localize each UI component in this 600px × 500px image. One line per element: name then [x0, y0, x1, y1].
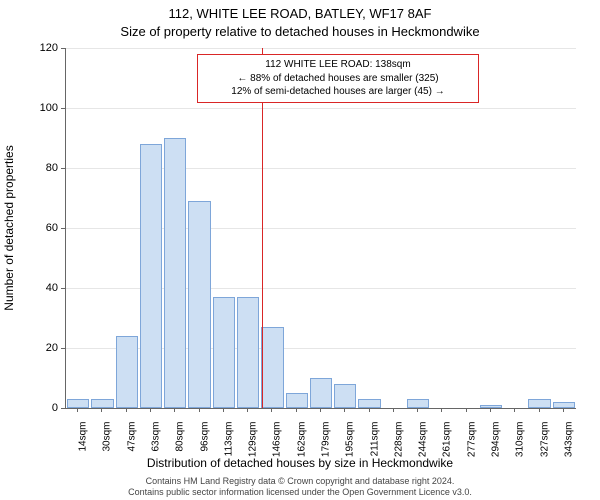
x-tick-mark: [490, 408, 491, 412]
x-tick-mark: [247, 408, 248, 412]
y-tick-mark: [61, 168, 65, 169]
x-tick-mark: [563, 408, 564, 412]
footer-line-1: Contains HM Land Registry data © Crown c…: [0, 476, 600, 487]
x-tick-mark: [393, 408, 394, 412]
y-tick-mark: [61, 108, 65, 109]
x-tick-mark: [441, 408, 442, 412]
histogram-bar: [213, 297, 235, 408]
x-tick-mark: [369, 408, 370, 412]
histogram-bar: [116, 336, 138, 408]
histogram-bar: [310, 378, 332, 408]
x-tick-mark: [539, 408, 540, 412]
x-tick-mark: [174, 408, 175, 412]
property-size-histogram: 112, WHITE LEE ROAD, BATLEY, WF17 8AF Si…: [0, 0, 600, 500]
y-tick-label: 40: [18, 282, 58, 294]
chart-title-address: 112, WHITE LEE ROAD, BATLEY, WF17 8AF: [0, 6, 600, 21]
histogram-bar: [164, 138, 186, 408]
annotation-line: 112 WHITE LEE ROAD: 138sqm: [204, 58, 472, 72]
x-tick-mark: [466, 408, 467, 412]
gridline: [66, 48, 576, 49]
annotation-line: 12% of semi-detached houses are larger (…: [204, 85, 472, 99]
histogram-bar: [334, 384, 356, 408]
x-tick-mark: [101, 408, 102, 412]
y-tick-label: 0: [18, 402, 58, 414]
x-tick-mark: [77, 408, 78, 412]
y-tick-label: 60: [18, 222, 58, 234]
y-tick-label: 100: [18, 102, 58, 114]
histogram-bar: [528, 399, 550, 408]
y-axis-label: Number of detached properties: [2, 145, 16, 310]
histogram-bar: [91, 399, 113, 408]
footer-line-2: Contains public sector information licen…: [0, 487, 600, 498]
y-tick-mark: [61, 48, 65, 49]
histogram-bar: [67, 399, 89, 408]
x-tick-mark: [223, 408, 224, 412]
histogram-bar: [140, 144, 162, 408]
plot-area: 112 WHITE LEE ROAD: 138sqm← 88% of detac…: [65, 48, 576, 409]
y-tick-label: 20: [18, 342, 58, 354]
annotation-box: 112 WHITE LEE ROAD: 138sqm← 88% of detac…: [197, 54, 479, 103]
y-tick-label: 120: [18, 42, 58, 54]
x-tick-mark: [271, 408, 272, 412]
y-tick-mark: [61, 228, 65, 229]
y-tick-mark: [61, 288, 65, 289]
x-tick-mark: [296, 408, 297, 412]
x-tick-mark: [344, 408, 345, 412]
histogram-bar: [188, 201, 210, 408]
chart-subtitle: Size of property relative to detached ho…: [0, 24, 600, 39]
histogram-bar: [407, 399, 429, 408]
histogram-bar: [358, 399, 380, 408]
x-tick-mark: [320, 408, 321, 412]
x-tick-mark: [126, 408, 127, 412]
y-tick-mark: [61, 348, 65, 349]
x-axis-label: Distribution of detached houses by size …: [0, 456, 600, 470]
gridline: [66, 108, 576, 109]
x-tick-mark: [514, 408, 515, 412]
footer-attribution: Contains HM Land Registry data © Crown c…: [0, 476, 600, 498]
y-tick-label: 80: [18, 162, 58, 174]
x-tick-mark: [417, 408, 418, 412]
y-tick-mark: [61, 408, 65, 409]
histogram-bar: [237, 297, 259, 408]
x-tick-mark: [150, 408, 151, 412]
x-tick-mark: [199, 408, 200, 412]
histogram-bar: [286, 393, 308, 408]
histogram-bar: [261, 327, 283, 408]
annotation-line: ← 88% of detached houses are smaller (32…: [204, 72, 472, 86]
